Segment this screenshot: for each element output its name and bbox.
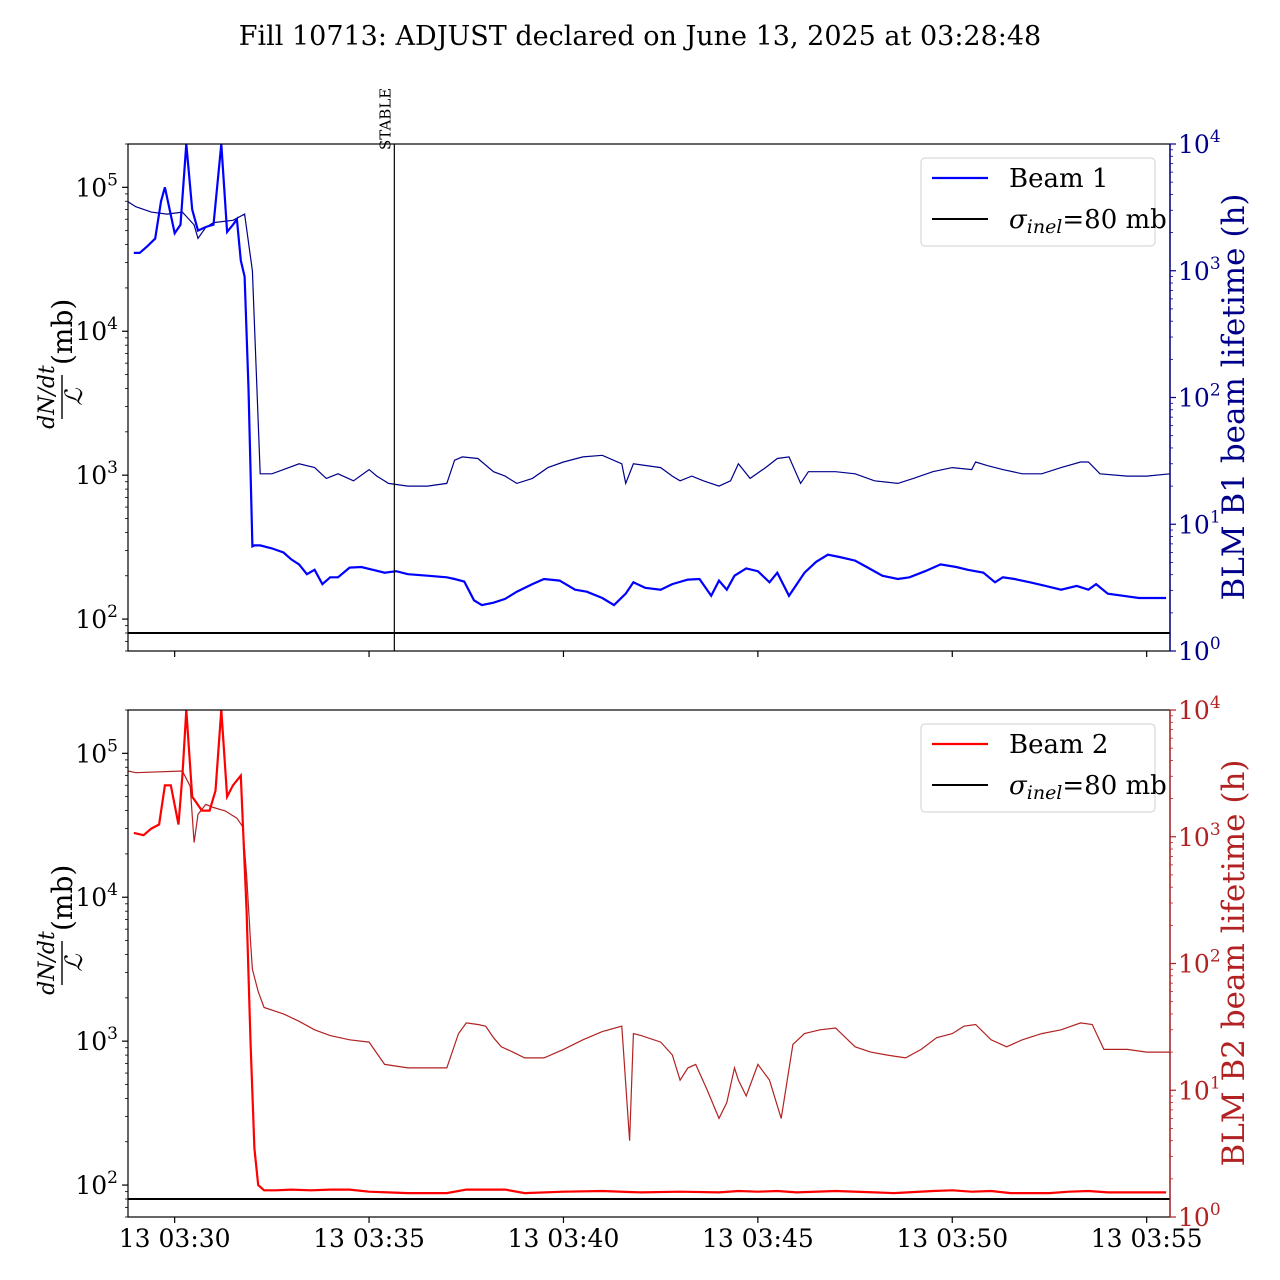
- top-beam-lifetime-series: [128, 201, 1170, 487]
- top-legend-sigma-label: σinel=80 mb: [1009, 205, 1167, 238]
- stable-marker-label: STABLE: [376, 88, 394, 150]
- top-blm-b1-line: [128, 201, 1170, 487]
- bot-left-tick-label: 105: [75, 736, 118, 768]
- bottom-left-axis: 102 103 104 105: [75, 709, 128, 1218]
- top-right-tick-label: 102: [1178, 381, 1221, 413]
- x-tick-label: 13 03:50: [896, 1224, 1008, 1253]
- bottom-legend-beam2-label: Beam 2: [1009, 730, 1108, 760]
- bottom-right-axis: 100 101 102 103 104: [1169, 693, 1221, 1232]
- top-legend: Beam 1 σinel=80 mb: [920, 157, 1167, 247]
- top-x-axis: [174, 651, 1148, 657]
- top-left-tick-label: 103: [75, 458, 118, 490]
- bot-left-tick-label: 104: [75, 880, 118, 912]
- top-beam-series: [128, 144, 1170, 635]
- top-right-tick-label: 101: [1178, 507, 1221, 539]
- x-tick-label: 13 03:45: [702, 1224, 814, 1253]
- bottom-beam2-line: [133, 710, 1167, 1195]
- top-right-ylabel: BLM B1 beam lifetime (h): [1216, 193, 1252, 600]
- x-tick-label: 13 03:30: [119, 1224, 231, 1253]
- top-left-ylabel: dN/dt ℒ (mb): [35, 299, 88, 429]
- bottom-left-ylabel: dN/dt ℒ (mb): [35, 865, 88, 995]
- panel-top: STABLE 102 103 104 105 100 101 102 103 104 dN/d…: [35, 88, 1252, 666]
- bottom-legend: Beam 2 σinel=80 mb: [920, 723, 1167, 813]
- x-tick-label: 13 03:55: [1091, 1224, 1203, 1253]
- chart-title: Fill 10713: ADJUST declared on June 13, …: [239, 21, 1041, 52]
- top-left-tick-label: 104: [75, 314, 118, 346]
- top-left-axis: 102 103 104 105: [75, 143, 128, 652]
- top-right-tick-label: 104: [1178, 127, 1221, 159]
- bot-right-tick-label: 104: [1178, 693, 1221, 725]
- top-left-tick-label: 102: [75, 602, 118, 634]
- svg-text:dN/dt: dN/dt: [35, 365, 60, 429]
- bottom-x-axis: 13 03:30 13 03:35 13 03:40 13 03:45 13 03:50…: [119, 1217, 1203, 1253]
- top-right-axis: 100 101 102 103 104: [1169, 127, 1221, 666]
- bot-left-tick-label: 103: [75, 1024, 118, 1056]
- bottom-beam-series: [128, 710, 1170, 1201]
- top-left-tick-label: 105: [75, 170, 118, 202]
- bot-right-tick-label: 101: [1178, 1073, 1221, 1105]
- bot-left-tick-label: 102: [75, 1168, 118, 1200]
- svg-text:ℒ: ℒ: [60, 954, 88, 972]
- bottom-right-ylabel: BLM B2 beam lifetime (h): [1216, 759, 1252, 1166]
- top-right-tick-label: 103: [1178, 254, 1221, 286]
- top-beam1-line: [133, 144, 1167, 607]
- x-tick-label: 13 03:35: [313, 1224, 425, 1253]
- x-tick-label: 13 03:40: [508, 1224, 620, 1253]
- bottom-legend-sigma-label: σinel=80 mb: [1009, 771, 1167, 804]
- bottom-blm-b2-line: [128, 770, 1170, 1141]
- bot-right-tick-label: 103: [1178, 820, 1221, 852]
- top-ylabel-unit: (mb): [46, 299, 79, 365]
- bottom-ylabel-unit: (mb): [46, 865, 79, 931]
- top-right-tick-label: 100: [1178, 634, 1221, 666]
- svg-text:dN/dt: dN/dt: [35, 931, 60, 995]
- bot-right-tick-label: 100: [1178, 1200, 1221, 1232]
- top-legend-beam1-label: Beam 1: [1009, 164, 1108, 194]
- bot-right-tick-label: 102: [1178, 947, 1221, 979]
- svg-text:ℒ: ℒ: [60, 388, 88, 406]
- bottom-beam-lifetime-series: [128, 770, 1170, 1141]
